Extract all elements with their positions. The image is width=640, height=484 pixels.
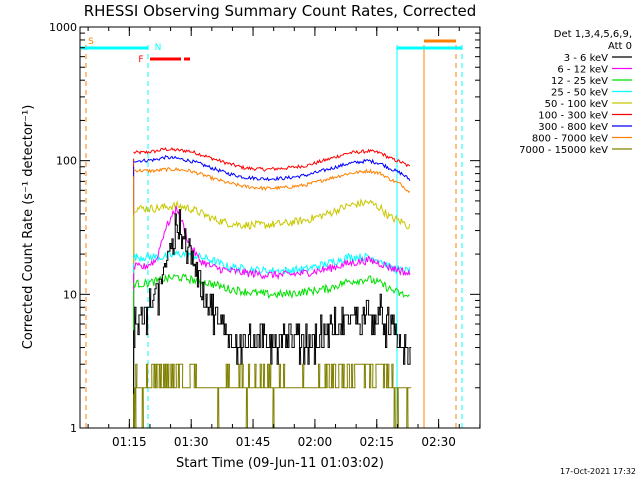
y-tick-label: 1000 — [49, 21, 77, 34]
series-line — [133, 147, 411, 172]
overlays — [85, 45, 463, 428]
y-axis-label: Corrected Count Rate (s⁻¹ detector⁻¹) — [21, 105, 36, 350]
series-line — [133, 273, 411, 299]
series-line — [133, 363, 412, 429]
axes: 1 10 100 1000 01:15 01:30 01:45 02:00 02:15 02:30 — [49, 21, 481, 449]
x-tick-label: 02:00 — [298, 435, 333, 449]
plot-timestamp: 17-Oct-2021 17:32 — [560, 467, 636, 476]
x-tick-label: 01:30 — [174, 435, 209, 449]
legend-label: 300 - 800 keV — [538, 122, 608, 133]
flag-label-s: S — [88, 37, 94, 47]
legend-label: 800 - 7000 keV — [532, 134, 608, 145]
y-tick-label: 10 — [63, 288, 77, 301]
series-line — [133, 197, 411, 230]
x-tick-label: 01:45 — [236, 435, 271, 449]
series-layer — [133, 147, 412, 429]
legend-label: 100 - 300 keV — [538, 111, 608, 122]
legend-label: 7000 - 15000 keV — [519, 145, 608, 156]
flag-label-n: N — [155, 43, 162, 53]
legend-label: 3 - 6 keV — [564, 53, 608, 64]
legend-label: 50 - 100 keV — [545, 99, 609, 110]
x-tick-label: 02:15 — [359, 435, 394, 449]
y-tick-label: 1 — [70, 422, 77, 435]
legend-header: Det 1,3,4,5,6,9, — [554, 29, 632, 40]
legend-label: 12 - 25 keV — [551, 76, 608, 87]
x-axis-label: Start Time (09-Jun-11 01:03:02) — [176, 456, 384, 471]
legend-label: 25 - 50 keV — [551, 88, 608, 99]
series-line — [133, 154, 411, 182]
flag-label-f: F — [138, 55, 143, 65]
series-line — [133, 209, 412, 365]
series-7000-15000keV — [133, 363, 412, 429]
x-tick-label: 02:30 — [421, 435, 456, 449]
flag-overlays: S N F — [81, 37, 462, 65]
legend-header: Att 0 — [608, 41, 632, 52]
x-tick-label: 01:15 — [112, 435, 147, 449]
legend-label: 6 - 12 keV — [557, 65, 608, 76]
series-line — [133, 166, 411, 194]
chart-title: RHESSI Observing Summary Count Rates, Co… — [84, 2, 477, 20]
plot-frame — [79, 26, 481, 429]
y-tick-label: 100 — [56, 155, 77, 168]
